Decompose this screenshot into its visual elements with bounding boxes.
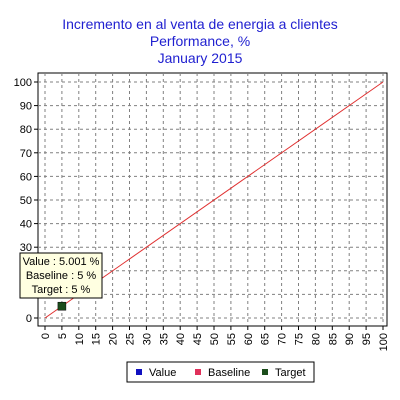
x-tick-label: 45 [192,333,204,345]
x-tick-label: 10 [74,333,86,345]
chart-title: Incremento en al venta de energia a clie… [62,16,338,66]
y-tick-label: 0 [26,313,32,325]
y-tick-label: 80 [20,124,32,136]
tooltip-line: Target : 5 % [32,284,91,296]
legend-box [126,361,315,383]
chart-title-line: Incremento en al venta de energia a clie… [62,16,338,32]
x-tick-label: 70 [277,333,289,345]
x-tick-label: 85 [327,333,339,345]
x-tick-label: 30 [141,333,153,345]
tooltip-box [19,252,103,299]
y-tick-label: 50 [20,195,32,207]
x-axis: 0 5 10 15 20 25 30 35 40 45 50 55 60 65 70 75 80 85 90 95 10… [40,326,390,351]
tooltip: Value : 5.001 % Baseline : 5 % Target : 5 … [19,252,103,299]
x-tick-label: 15 [91,333,103,345]
y-tick-label: 30 [20,242,32,254]
y-tick-label: 40 [20,219,32,231]
y-tick-label: 90 [20,101,32,113]
tooltip-line: Value : 5.001 % [23,256,100,268]
x-tick-label: 55 [226,333,238,345]
chart-title-line: January 2015 [158,50,243,66]
x-tick-label: 95 [361,333,373,345]
x-tick-label: 60 [243,333,255,345]
chart-title-line: Performance, % [150,33,250,49]
x-tick-label: 40 [175,333,187,345]
x-tick-label: 35 [158,333,170,345]
x-tick-label: 65 [260,333,272,345]
x-tick-label: 90 [344,333,356,345]
x-tick-label: 25 [125,333,137,345]
x-tick-label: 0 [40,333,52,339]
tooltip-line: Baseline : 5 % [26,270,97,282]
legend-swatch [136,369,142,375]
legend-swatch [262,369,268,375]
target-point[interactable] [57,301,67,311]
legend-swatch [195,369,201,375]
legend-label: Target [275,367,306,379]
x-tick-label: 75 [294,333,306,345]
x-tick-label: 20 [108,333,120,345]
legend-label: Baseline [208,367,250,379]
y-tick-label: 70 [20,148,32,160]
legend: Value Baseline Target [126,361,315,383]
x-tick-label: 50 [209,333,221,345]
y-tick-label: 60 [20,171,32,183]
y-tick-label: 100 [14,77,32,89]
x-tick-label: 100 [378,333,390,351]
x-tick-label: 80 [310,333,322,345]
legend-label: Value [149,367,176,379]
x-tick-label: 5 [57,333,69,339]
